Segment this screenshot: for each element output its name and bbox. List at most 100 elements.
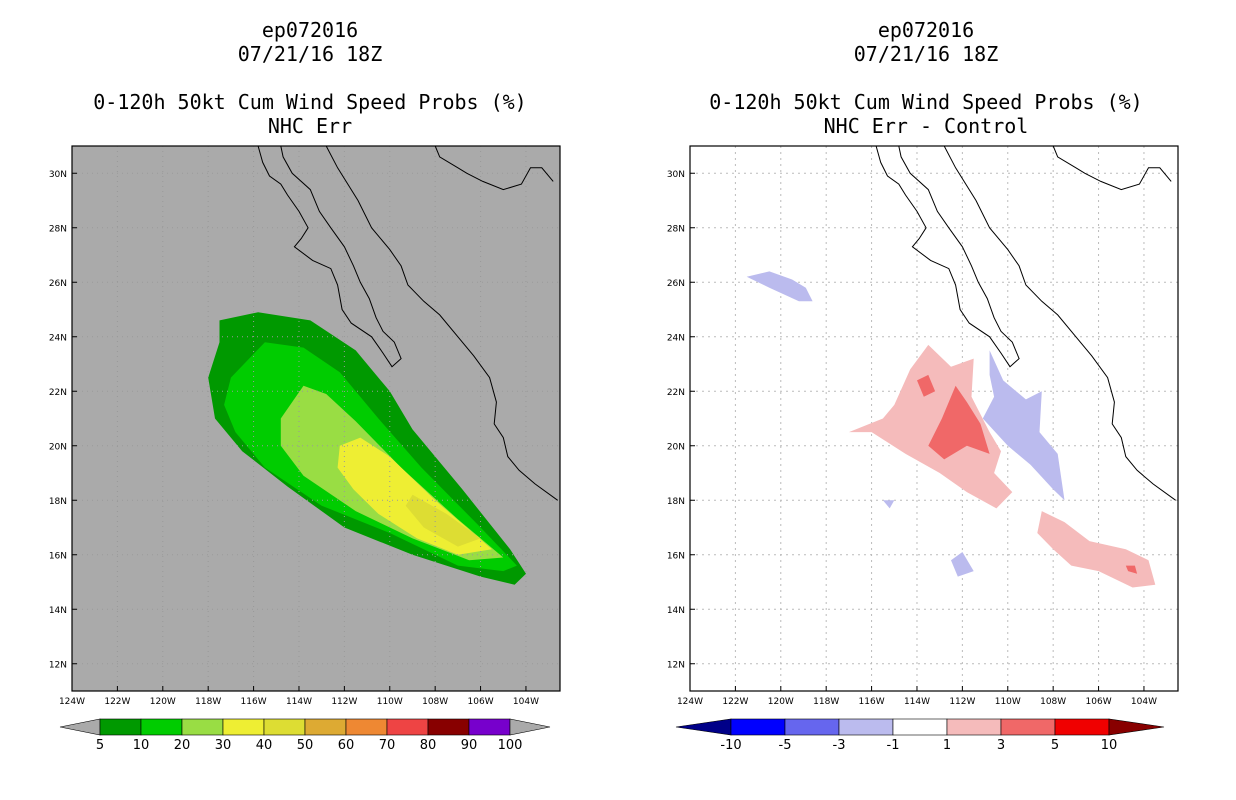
- colorbar-label: 20: [174, 738, 191, 753]
- left-subtitle-block: 0-120h 50kt Cum Wind Speed Probs (%) NHC…: [10, 90, 610, 138]
- colorbar-swatch: [946, 718, 1002, 736]
- y-tick-label: 22N: [49, 388, 67, 398]
- y-tick-label: 26N: [667, 279, 685, 289]
- colorbar-label: 5: [1051, 738, 1059, 753]
- y-tick-label: 20N: [49, 442, 67, 452]
- y-tick-label: 16N: [667, 551, 685, 561]
- x-tick-label: 116W: [859, 697, 885, 707]
- colorbar-label: 60: [338, 738, 355, 753]
- colorbar-label: 90: [461, 738, 478, 753]
- x-tick-label: 106W: [1086, 697, 1112, 707]
- colorbar-label: 80: [420, 738, 437, 753]
- y-tick-label: 12N: [49, 660, 67, 670]
- contour-region-minus1: [746, 271, 813, 302]
- x-tick-label: 110W: [377, 697, 403, 707]
- y-tick-label: 14N: [49, 606, 67, 616]
- colorbar-swatch: [892, 718, 948, 736]
- contour-region-3: [917, 374, 936, 397]
- y-tick-label: 30N: [49, 170, 67, 180]
- contour-region-minus1: [882, 500, 895, 509]
- colorbar-end-left: [675, 718, 732, 736]
- panel-label: NHC Err: [267, 114, 353, 138]
- coastline: [1052, 145, 1172, 191]
- plot-frame: [71, 145, 561, 692]
- coastline: [257, 145, 402, 368]
- colorbar-label: 70: [379, 738, 396, 753]
- colorbar-label: -10: [720, 738, 741, 753]
- x-tick-label: 114W: [904, 697, 930, 707]
- y-tick-label: 22N: [667, 388, 685, 398]
- x-tick-label: 108W: [422, 697, 448, 707]
- x-tick-label: 122W: [722, 697, 748, 707]
- contour-region-40: [405, 494, 481, 547]
- x-tick-label: 118W: [195, 697, 221, 707]
- right-subtitle-block: 0-120h 50kt Cum Wind Speed Probs (%) NHC…: [626, 90, 1226, 138]
- contour-region-1: [848, 344, 1013, 509]
- x-tick-label: 120W: [150, 697, 176, 707]
- contour-region-3: [928, 385, 990, 460]
- y-tick-label: 12N: [667, 660, 685, 670]
- colorbar-label: 100: [498, 738, 523, 753]
- x-tick-label: 112W: [331, 697, 357, 707]
- colorbar-label: 40: [256, 738, 273, 753]
- colorbar-label: -5: [779, 738, 792, 753]
- colorbar-swatch: [730, 718, 786, 736]
- right-title-block: ep072016 07/21/16 18Z: [626, 18, 1226, 66]
- coastline: [875, 145, 1020, 368]
- left-chart-svg: 30N 28N 26N 24N 22N 20N 18N 16N 14N 12N 124W 122W 12…: [49, 145, 561, 753]
- colorbar-label: 10: [133, 738, 150, 753]
- y-tick-label: 14N: [667, 606, 685, 616]
- contour-region-minus1: [951, 552, 974, 577]
- colorbar-label: 50: [297, 738, 314, 753]
- contour-region-3: [1125, 565, 1138, 574]
- colorbar-end-right: [509, 718, 551, 736]
- left-title-block: ep072016 07/21/16 18Z: [10, 18, 610, 66]
- y-tick-label: 24N: [49, 333, 67, 343]
- y-tick-label: 18N: [667, 497, 685, 507]
- forecast-time: 07/21/16 18Z: [853, 42, 999, 66]
- x-tick-label: 106W: [468, 697, 494, 707]
- right-panel: ep072016 07/21/16 18Z 0-120h 50kt Cum Wi…: [626, 0, 1226, 800]
- coastline: [943, 145, 1176, 501]
- colorbar-swatch: [838, 718, 894, 736]
- y-tick-label: 20N: [667, 442, 685, 452]
- colorbar-label: 5: [96, 738, 104, 753]
- y-tick-label: 28N: [49, 224, 67, 234]
- colorbar-label: -3: [833, 738, 846, 753]
- x-tick-label: 114W: [286, 697, 312, 707]
- colorbar-label: 1: [943, 738, 951, 753]
- contour-region-minus1: [982, 350, 1065, 501]
- x-tick-label: 110W: [995, 697, 1021, 707]
- storm-id: ep072016: [877, 18, 975, 42]
- colorbar-end-right: [1108, 718, 1165, 736]
- x-tick-label: 122W: [104, 697, 130, 707]
- colorbar-swatch: [784, 718, 840, 736]
- colorbar-label: 3: [997, 738, 1005, 753]
- x-tick-label: 112W: [949, 697, 975, 707]
- y-tick-label: 26N: [49, 279, 67, 289]
- y-tick-label: 30N: [667, 170, 685, 180]
- colorbar-label: -1: [887, 738, 900, 753]
- x-tick-label: 124W: [59, 697, 85, 707]
- product-title: 0-120h 50kt Cum Wind Speed Probs (%): [709, 90, 1143, 114]
- colorbar-swatch: [1000, 718, 1056, 736]
- product-title: 0-120h 50kt Cum Wind Speed Probs (%): [93, 90, 527, 114]
- x-tick-label: 120W: [768, 697, 794, 707]
- colorbar-label: 30: [215, 738, 232, 753]
- x-tick-label: 116W: [241, 697, 267, 707]
- x-tick-label: 108W: [1040, 697, 1066, 707]
- left-panel: ep072016 07/21/16 18Z 0-120h 50kt Cum Wi…: [10, 0, 610, 800]
- x-tick-label: 104W: [1131, 697, 1157, 707]
- panel-label: NHC Err - Control: [823, 114, 1029, 138]
- y-tick-label: 18N: [49, 497, 67, 507]
- y-tick-label: 16N: [49, 551, 67, 561]
- x-tick-label: 118W: [813, 697, 839, 707]
- x-tick-label: 104W: [513, 697, 539, 707]
- coastline: [434, 145, 554, 191]
- x-tick-label: 124W: [677, 697, 703, 707]
- coastline: [325, 145, 558, 501]
- storm-id: ep072016: [261, 18, 359, 42]
- plot-frame: [689, 145, 1179, 692]
- y-tick-label: 24N: [667, 333, 685, 343]
